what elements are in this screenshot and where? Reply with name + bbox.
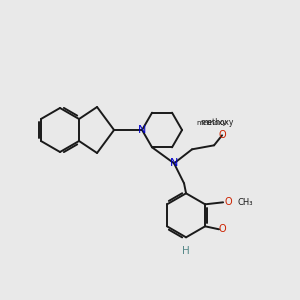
Text: methoxy: methoxy: [200, 118, 234, 127]
Text: O: O: [218, 224, 226, 234]
Text: O: O: [218, 130, 226, 140]
Text: CH₃: CH₃: [237, 198, 253, 207]
Text: N: N: [138, 125, 146, 135]
Text: N: N: [170, 158, 178, 168]
Text: O: O: [224, 197, 232, 207]
Text: methoxy: methoxy: [197, 120, 227, 126]
Text: H: H: [182, 246, 190, 256]
